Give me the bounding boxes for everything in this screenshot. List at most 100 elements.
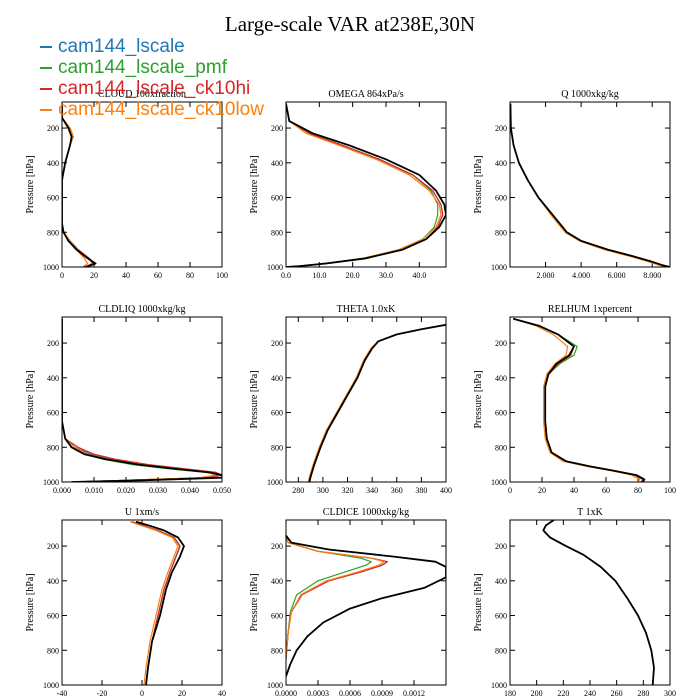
y-tick-label: 800 [47, 443, 59, 452]
legend-item-ck10low: cam144_lscale_ck10low [40, 99, 264, 120]
x-tick-label: 60 [602, 486, 610, 495]
x-tick-label: 0 [140, 689, 144, 698]
y-tick-label: 1000 [267, 478, 283, 487]
x-tick-label: 400 [440, 486, 452, 495]
x-tick-label: 80 [186, 271, 194, 280]
plot-frame [285, 519, 447, 686]
x-tick-label: -20 [97, 689, 108, 698]
series-line [308, 324, 446, 482]
y-tick-label: 1000 [43, 681, 59, 690]
y-tick-label: 200 [495, 542, 507, 551]
x-tick-label: 40 [122, 271, 130, 280]
y-tick-label: 800 [271, 646, 283, 655]
plot-frame [509, 316, 671, 483]
x-tick-label: 40 [570, 486, 578, 495]
y-axis-label: Pressure [hPa] [473, 155, 484, 213]
legend-label: cam144_lscale_ck10low [58, 99, 264, 120]
y-tick-label: 600 [47, 409, 59, 418]
x-tick-label: 100 [664, 486, 676, 495]
plot-frame [285, 316, 447, 483]
series-line [542, 520, 655, 685]
plot-frame [285, 101, 447, 268]
panel-title: T 1xK [577, 507, 603, 518]
y-tick-label: 600 [271, 409, 283, 418]
x-tick-label: 0 [60, 271, 64, 280]
series-line [308, 324, 446, 482]
x-tick-label: 4.000 [572, 271, 590, 280]
series-line [62, 318, 222, 482]
x-tick-label: 20 [90, 271, 98, 280]
series-line [286, 535, 372, 659]
series-line [308, 323, 446, 482]
x-tick-label: 320 [342, 486, 354, 495]
y-tick-label: 800 [47, 646, 59, 655]
x-tick-label: 20 [538, 486, 546, 495]
series-line [286, 535, 385, 659]
x-tick-label: 0.0000 [275, 689, 297, 698]
x-tick-label: 0.0009 [371, 689, 393, 698]
series-line [513, 318, 641, 482]
x-tick-label: 0.020 [117, 486, 135, 495]
y-tick-label: 200 [271, 124, 283, 133]
y-tick-label: 600 [47, 194, 59, 203]
series-line [542, 520, 655, 685]
legend-swatch [40, 108, 52, 111]
x-tick-label: 0.0 [281, 271, 291, 280]
y-tick-label: 400 [47, 374, 59, 383]
y-tick-label: 400 [271, 577, 283, 586]
y-tick-label: 800 [271, 443, 283, 452]
x-tick-label: 300 [317, 486, 329, 495]
panel-title: CLDICE 1000xkg/kg [323, 507, 409, 518]
series-line [131, 521, 181, 685]
y-tick-label: 200 [47, 339, 59, 348]
y-tick-label: 600 [495, 409, 507, 418]
legend-label: cam144_lscale_ck10hi [58, 78, 251, 99]
y-axis-label: Pressure [hPa] [473, 370, 484, 428]
y-axis-label: Pressure [hPa] [249, 370, 260, 428]
y-tick-label: 1000 [267, 263, 283, 272]
series-line [131, 521, 181, 685]
y-tick-label: 1000 [491, 263, 507, 272]
y-tick-label: 600 [495, 612, 507, 621]
x-tick-label: 40.0 [412, 271, 426, 280]
plot-frame [509, 519, 671, 686]
panel-title: OMEGA 864xPa/s [328, 89, 403, 100]
legend: cam144_lscale cam144_lscale_pmf cam144_l… [40, 36, 264, 120]
x-tick-label: 0.040 [181, 486, 199, 495]
series-line [513, 318, 644, 482]
legend-swatch [40, 45, 52, 48]
y-tick-label: 800 [271, 228, 283, 237]
plot-frame [61, 101, 223, 268]
panel-title: Q 1000xkg/kg [561, 89, 619, 100]
series-line [542, 520, 655, 685]
y-axis-label: Pressure [hPa] [25, 573, 36, 631]
series-line [513, 318, 644, 482]
x-tick-label: 260 [611, 689, 623, 698]
y-tick-label: 400 [47, 159, 59, 168]
x-tick-label: 80 [634, 486, 642, 495]
panel-title: THETA 1.0xK [337, 304, 396, 315]
series-line [62, 318, 220, 482]
x-tick-label: 6.000 [608, 271, 626, 280]
plot-frame [61, 316, 223, 483]
series-line [62, 103, 89, 267]
series-line [307, 324, 446, 482]
x-tick-label: -40 [57, 689, 68, 698]
y-tick-label: 400 [47, 577, 59, 586]
y-tick-label: 200 [47, 542, 59, 551]
legend-label: cam144_lscale [58, 36, 185, 57]
y-tick-label: 600 [271, 194, 283, 203]
plot-frame [509, 101, 671, 268]
series-line [286, 103, 446, 267]
x-tick-label: 2.000 [537, 271, 555, 280]
x-tick-label: 360 [391, 486, 403, 495]
y-tick-label: 1000 [491, 478, 507, 487]
panel-title: CLOUD 100xfraction [98, 89, 186, 100]
y-tick-label: 800 [47, 228, 59, 237]
y-tick-label: 600 [271, 612, 283, 621]
y-tick-label: 400 [271, 374, 283, 383]
panel-title: CLDLIQ 1000xkg/kg [99, 304, 186, 315]
y-tick-label: 400 [495, 577, 507, 586]
x-tick-label: 30.0 [379, 271, 393, 280]
